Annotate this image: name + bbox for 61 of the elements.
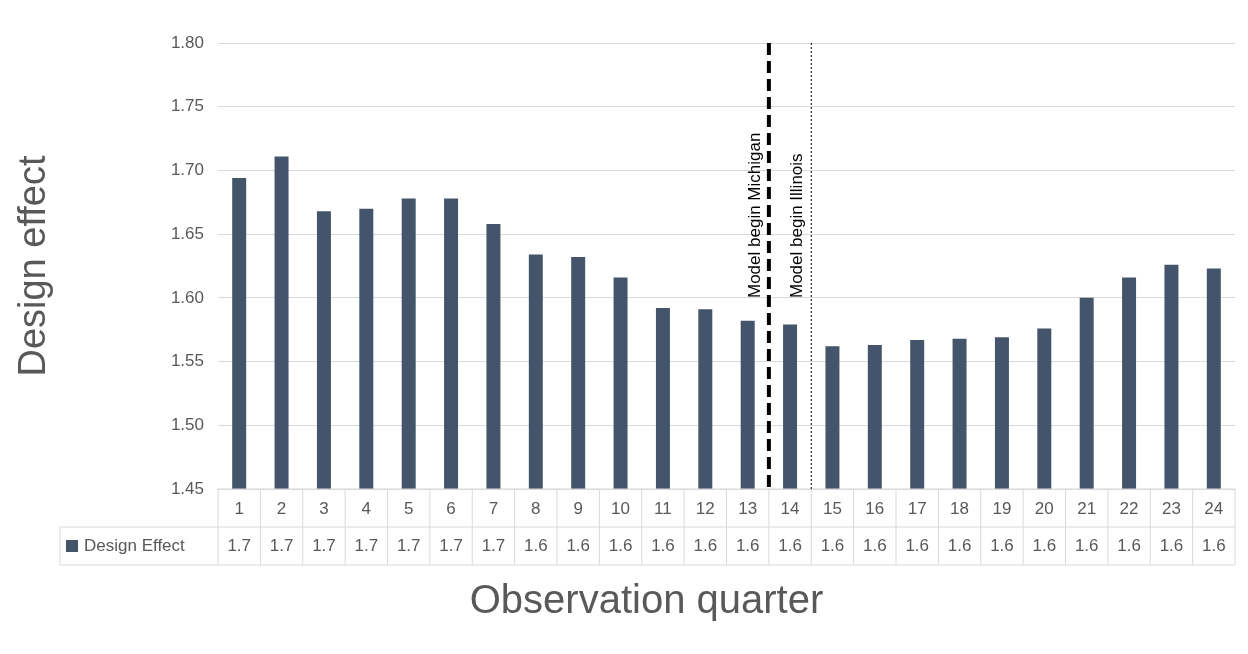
data-label: 1.7 [354,535,379,555]
x-tick-label: 23 [1161,498,1181,518]
x-tick-label: 9 [573,498,583,518]
data-label: 1.6 [523,535,548,555]
y-tick-label: 1.80 [170,32,204,52]
y-tick-label: 1.60 [170,287,204,307]
x-tick-label: 12 [695,498,715,518]
x-tick-label: 6 [446,498,456,518]
y-tick-label: 1.65 [170,223,204,243]
x-tick-label: 1 [234,498,244,518]
data-label: 1.7 [312,535,336,555]
y-tick-label: 1.55 [170,351,204,371]
x-tick-label: 14 [780,498,800,518]
x-tick-label: 8 [531,498,541,518]
x-tick-label: 11 [654,498,672,518]
x-tick-label: 3 [319,498,329,518]
x-tick-label: 20 [1034,498,1054,518]
data-label: 1.6 [905,535,930,555]
data-label: 1.6 [1032,535,1057,555]
data-label: 1.6 [566,535,591,555]
x-tick-label: 13 [738,498,758,518]
data-label: 1.7 [269,535,294,555]
data-label: 1.6 [608,535,633,555]
y-tick-label: 1.75 [170,96,204,116]
data-label: 1.7 [481,535,506,555]
data-label: 1.7 [396,535,421,555]
x-tick-label: 2 [276,498,287,518]
x-tick-label: 24 [1204,498,1224,518]
x-tick-label: 19 [992,498,1012,518]
data-label: 1.6 [990,535,1014,555]
ref-line-label: Model begin Illinois [786,153,806,298]
ref-line-label: Model begin Michigan [744,132,764,298]
x-tick-label: 17 [907,498,927,518]
data-label: 1.6 [1159,535,1184,555]
data-label: 1.6 [1117,535,1141,555]
x-axis-title: Observation quarter [469,577,824,622]
y-axis-title: Design effect [11,155,54,377]
x-tick-label: 18 [950,498,970,518]
data-label: 1.6 [1074,535,1099,555]
data-label: 1.6 [693,535,718,555]
x-tick-label: 16 [865,498,885,518]
x-tick-label: 4 [361,498,372,518]
x-tick-label: 15 [822,498,842,518]
x-tick-label: 10 [611,498,631,518]
x-tick-label: 7 [488,498,499,518]
x-tick-label: 21 [1077,498,1097,518]
data-label: 1.7 [439,535,463,555]
data-label: 1.7 [227,535,252,555]
data-label: 1.6 [862,535,887,555]
y-tick-label: 1.45 [170,478,204,498]
data-label: 1.6 [1201,535,1226,555]
data-label: 1.6 [947,535,972,555]
x-tick-label: 22 [1119,498,1139,518]
data-label: 1.6 [820,535,845,555]
legend-label: Design Effect [84,535,186,555]
data-label: 1.6 [735,535,760,555]
y-tick-label: 1.70 [170,160,204,180]
data-label: 1.6 [651,535,675,555]
data-label: 1.6 [778,535,802,555]
y-tick-label: 1.50 [170,414,204,434]
x-tick-label: 5 [403,498,414,518]
